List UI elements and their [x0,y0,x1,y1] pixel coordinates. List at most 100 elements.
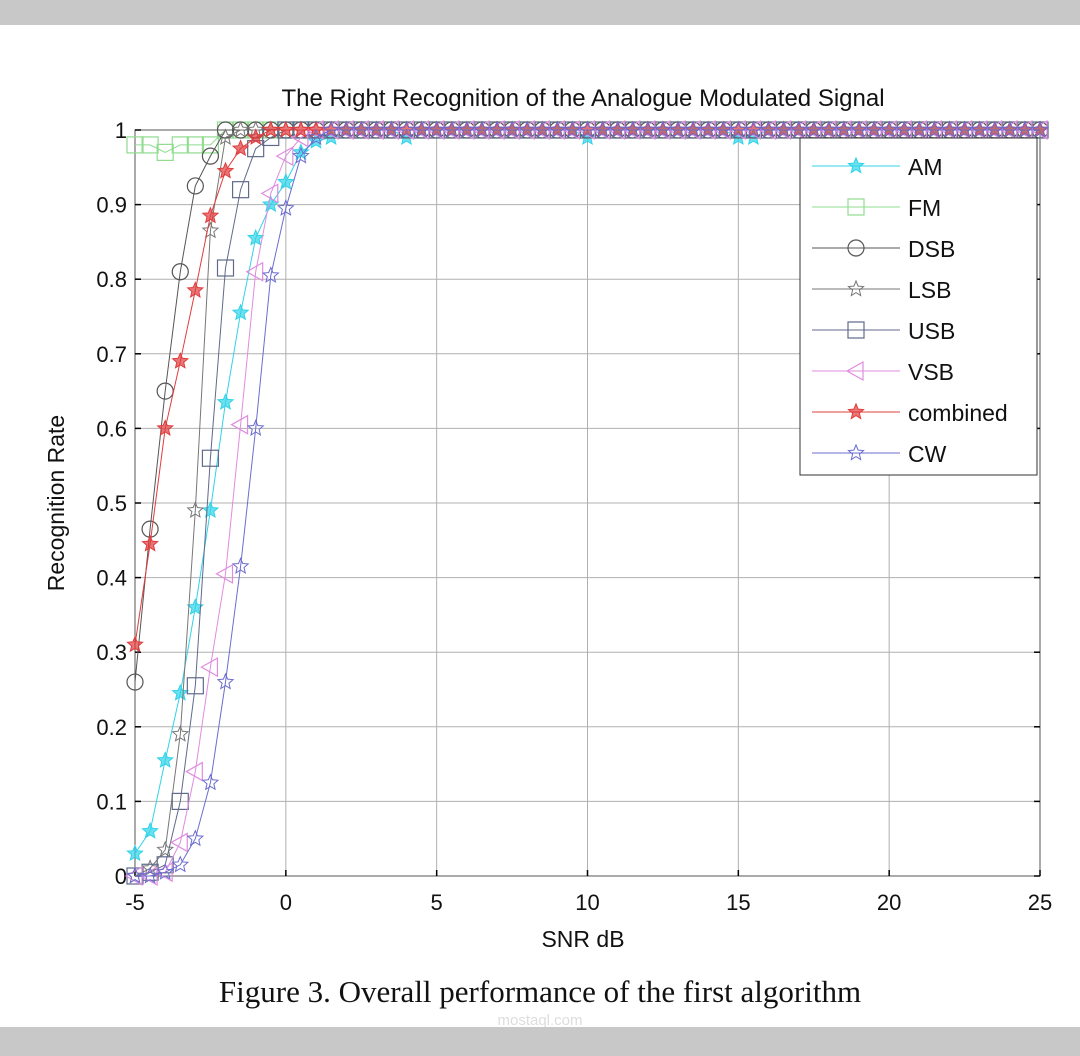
x-tick-label: 10 [575,890,599,915]
x-tick-label: -5 [125,890,145,915]
x-tick-label: 25 [1028,890,1052,915]
data-point [216,672,235,690]
data-point [171,725,190,742]
y-tick-label: 0.4 [96,566,127,591]
data-point [1000,120,1019,138]
data-point [201,449,220,467]
data-point [261,266,280,283]
data-point [847,239,865,257]
data-point [216,161,235,179]
x-tick-label: 0 [280,890,292,915]
data-point [412,120,431,138]
data-point [230,414,249,435]
data-point [352,120,371,138]
data-point [847,321,865,339]
data-point [847,402,865,420]
data-point [171,855,190,873]
data-point [307,128,325,145]
data-point [156,751,175,768]
data-point [216,259,235,277]
data-point [847,198,865,216]
data-point [910,120,929,138]
data-point [654,120,672,138]
data-point [275,146,294,167]
data-point [845,360,864,382]
data-point [216,392,235,410]
data-point [171,683,190,701]
legend-label: VSB [908,359,954,385]
top-bar [0,0,1080,25]
data-point [201,147,220,165]
data-point [593,120,612,138]
data-point [231,120,250,138]
data-point [865,120,883,138]
data-point [955,120,974,138]
data-point [141,534,159,552]
legend: AM FM DSB LSB USB VSB combined CW [799,137,1038,476]
data-point [170,832,188,853]
data-point [201,206,220,224]
y-tick-label: 0.3 [96,640,127,665]
data-point [397,120,416,138]
data-point [533,120,552,138]
data-point [201,221,220,239]
data-point [608,120,627,138]
y-tick-label: 0.8 [96,267,127,292]
data-point [623,120,642,138]
data-point [714,120,733,138]
data-point [940,120,959,138]
data-point [201,773,220,791]
data-point [970,120,989,138]
y-tick-label: 0 [115,864,127,889]
data-point [457,120,476,138]
data-point [231,181,250,199]
data-point [260,183,279,204]
data-point [171,352,190,369]
data-point [201,136,220,154]
data-point [337,120,356,138]
data-point [473,120,491,138]
data-point [895,120,914,138]
legend-label: USB [908,318,955,344]
data-point [669,120,687,138]
data-point [126,673,144,691]
data-point [171,263,189,281]
y-tick-label: 0.5 [96,491,127,516]
data-point [578,120,597,138]
series-cw [126,120,1049,884]
data-point [156,862,175,880]
data-point [186,281,205,298]
y-tick-label: 0.1 [96,789,127,814]
data-point [850,120,868,138]
ticks: -5 0 5 10 15 20 2500.10.20.30.40.50.60.70.80.9… [96,118,1052,915]
data-point [427,120,446,138]
legend-label: CW [908,441,947,467]
data-point [231,303,250,321]
data-point [126,866,144,884]
data-point [156,840,175,858]
y-tick-label: 0.7 [96,342,127,367]
data-point [382,120,401,138]
data-point [171,136,189,154]
data-point [503,120,521,138]
data-point [216,128,235,145]
data-point [985,120,1004,138]
data-point [261,120,280,138]
data-point [246,128,265,145]
data-point [442,120,461,138]
data-point [774,120,793,138]
legend-label: LSB [908,277,951,303]
x-tick-label: 5 [431,890,443,915]
data-point [819,120,838,138]
data-point [804,120,823,138]
data-point [186,829,205,847]
legend-box [799,137,1038,476]
data-point [322,120,340,138]
y-tick-label: 0.2 [96,715,127,740]
legend-label: DSB [908,236,955,262]
data-point [699,120,718,138]
series-line [135,129,1040,877]
data-point [684,120,702,138]
data-point [231,557,250,574]
data-point [201,501,220,518]
